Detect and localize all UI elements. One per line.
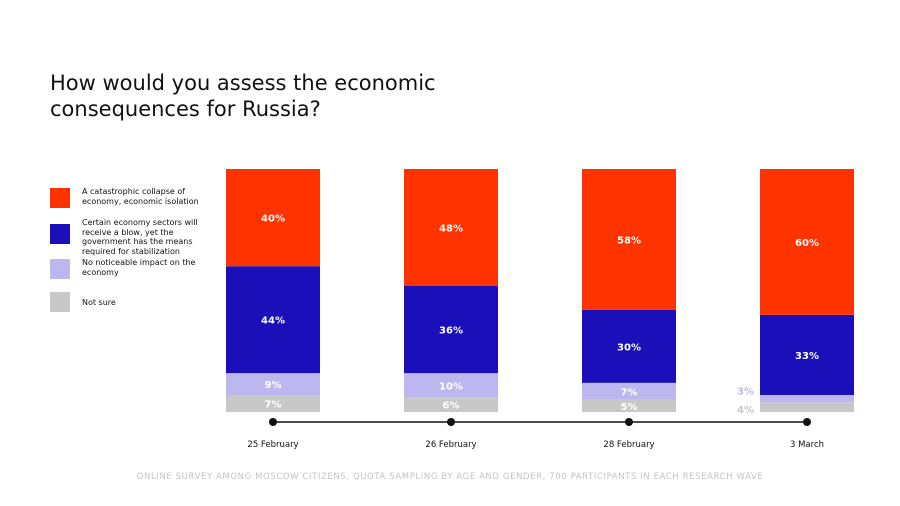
data-label-certain-sectors-26-february: 36% <box>439 325 463 336</box>
data-label-catastrophic-26-february: 48% <box>439 223 463 234</box>
data-label-not-sure-25-february: 7% <box>265 399 282 410</box>
legend-label-certain-sectors: Certain economy sectors will receive a b… <box>82 218 198 256</box>
timeline-dot-25-february <box>269 418 277 426</box>
data-label-not-sure-28-february: 5% <box>621 402 638 413</box>
bar-segment-catastrophic-25-february <box>226 169 320 267</box>
data-label-no-impact-3-march: 3% <box>737 387 754 398</box>
data-label-catastrophic-28-february: 58% <box>617 235 641 246</box>
legend-swatch-catastrophic <box>50 188 70 208</box>
chart-title: How would you assess the economic conseq… <box>50 71 436 121</box>
x-tick-label-26-february: 26 February <box>425 440 476 450</box>
data-label-no-impact-28-february: 7% <box>621 387 638 398</box>
legend-swatch-not-sure <box>50 292 70 312</box>
data-label-no-impact-25-february: 9% <box>265 380 282 391</box>
bar-segment-no-impact-26-february <box>404 373 498 398</box>
bar-segment-no-impact-28-february <box>582 382 676 400</box>
legend-swatch-certain-sectors <box>50 224 70 244</box>
x-tick-label-3-march: 3 March <box>790 440 824 450</box>
bar-segment-not-sure-26-february <box>404 397 498 412</box>
bar-segment-certain-sectors-25-february <box>226 266 320 374</box>
data-label-no-impact-26-february: 10% <box>439 381 463 392</box>
survey-footnote: ONLINE SURVEY AMONG MOSCOW CITIZENS, QUO… <box>136 472 764 482</box>
data-label-not-sure-26-february: 6% <box>443 401 460 412</box>
bar-segment-not-sure-28-february <box>582 399 676 412</box>
legend-label-no-impact: No noticeable impact on the economy <box>82 258 196 277</box>
data-label-certain-sectors-25-february: 44% <box>261 316 285 327</box>
legend-label-not-sure: Not sure <box>82 298 116 307</box>
data-label-catastrophic-3-march: 60% <box>795 238 819 249</box>
data-label-not-sure-3-march: 4% <box>737 405 754 416</box>
bar-segment-catastrophic-28-february <box>582 169 676 310</box>
bar-segment-catastrophic-3-march <box>760 169 854 315</box>
bar-segment-certain-sectors-28-february <box>582 309 676 383</box>
data-label-certain-sectors-28-february: 30% <box>617 342 641 353</box>
timeline-dot-26-february <box>447 418 455 426</box>
bar-segment-certain-sectors-26-february <box>404 285 498 374</box>
bar-segment-not-sure-3-march <box>760 402 854 412</box>
legend-label-catastrophic: A catastrophic collapse of economy, econ… <box>82 187 199 206</box>
x-tick-label-25-february: 25 February <box>247 440 298 450</box>
timeline-dot-3-march <box>803 418 811 426</box>
bar-segment-no-impact-3-march <box>760 394 854 403</box>
bar-segment-certain-sectors-3-march <box>760 314 854 395</box>
timeline-dot-28-february <box>625 418 633 426</box>
bar-segment-not-sure-25-february <box>226 394 320 412</box>
bar-segment-catastrophic-26-february <box>404 169 498 286</box>
x-tick-label-28-february: 28 February <box>603 440 654 450</box>
bar-segment-no-impact-25-february <box>226 373 320 395</box>
data-label-catastrophic-25-february: 40% <box>261 214 285 225</box>
data-label-certain-sectors-3-march: 33% <box>795 351 819 362</box>
legend-swatch-no-impact <box>50 259 70 279</box>
